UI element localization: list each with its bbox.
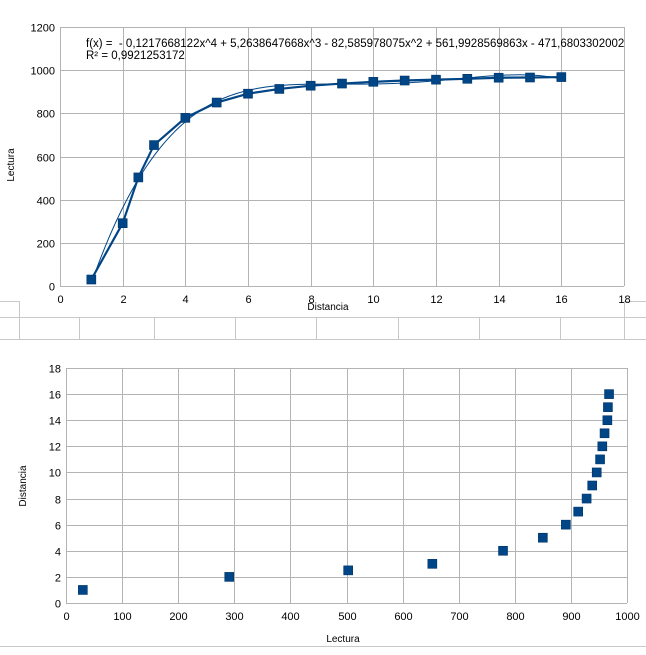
chart1-data-point xyxy=(180,113,191,123)
chart2-data-point xyxy=(78,585,88,595)
chart2-data-point xyxy=(498,545,508,556)
chart1-x-tick-label: 16 xyxy=(555,294,567,306)
chart1-x-tick-label: 10 xyxy=(367,294,379,306)
chart1-trendline-r2: R² = 0,9921253172 xyxy=(86,50,185,62)
chart2-data-point xyxy=(597,441,608,452)
chart1-y-tick-label: 1200 xyxy=(31,23,55,35)
chart2-data-point xyxy=(224,572,235,582)
chart2-data-point xyxy=(603,402,613,412)
chart1-trendline-equation: f(x) = - 0,1217668122x^4 + 5,2638647668x… xyxy=(86,38,624,50)
chart2-y-tick-label: 18 xyxy=(49,364,61,376)
chart2-data-point xyxy=(587,480,598,491)
chart2-data-point xyxy=(561,519,571,530)
chart1-x-tick-label: 14 xyxy=(493,294,505,306)
chart2-data-point xyxy=(591,467,602,478)
cell-gridlines xyxy=(0,301,646,647)
chart2-x-tick-label: 400 xyxy=(281,611,299,623)
chart1-y-tick-label: 200 xyxy=(37,239,55,251)
chart1-x-tick-label: 2 xyxy=(120,294,126,306)
chart1-data-point xyxy=(274,84,285,94)
chart2-x-tick-label: 100 xyxy=(113,611,131,623)
chart2-data-point xyxy=(573,506,583,517)
chart2-data-point xyxy=(581,493,592,504)
chart1-x-tick-label: 8 xyxy=(308,294,314,306)
chart2-y-tick-label: 16 xyxy=(49,390,61,402)
chart1-y-tick-label: 1000 xyxy=(31,66,55,78)
chart2-y-tick-label: 2 xyxy=(55,573,61,585)
chart1-y-axis-label: Lectura xyxy=(6,148,17,182)
chart1-data-point xyxy=(462,74,473,84)
chart1-data-point xyxy=(493,72,504,83)
chart1-data-point xyxy=(525,72,535,83)
chart-distancia-vs-lectura: 0 2 4 6 8 10 12 14 16 18 0 100 200 300 400 500 600 700 800… xyxy=(18,364,640,646)
chart1-data-point xyxy=(337,78,347,89)
chart1-data-point xyxy=(431,74,441,85)
chart2-y-tick-label: 8 xyxy=(55,495,61,507)
chart1-data-point xyxy=(86,274,97,285)
chart1-series-line xyxy=(90,75,562,281)
chart2-x-tick-label: 900 xyxy=(562,611,580,623)
chart2-data-point xyxy=(604,389,614,399)
chart2-x-tick-label: 0 xyxy=(63,611,69,623)
chart2-y-tick-label: 14 xyxy=(49,416,61,428)
chart2-data-point xyxy=(343,565,353,576)
chart2-y-tick-label: 6 xyxy=(55,521,61,533)
chart2-y-tick-label: 10 xyxy=(49,468,61,480)
chart1-data-point xyxy=(117,218,128,228)
chart2-y-axis-label: Distancia xyxy=(18,465,29,507)
chart1-y-tick-label: 800 xyxy=(37,109,55,121)
chart2-x-tick-label: 500 xyxy=(338,611,356,623)
chart2-data-points xyxy=(78,389,614,595)
chart1-tick-labels: 0 200 400 600 800 1000 1200 0 2 4 6 8 10 12 14 16 18 xyxy=(31,23,631,307)
chart2-data-point xyxy=(602,415,613,426)
chart1-gridlines xyxy=(60,27,625,287)
chart1-polynomial-trendline xyxy=(90,74,562,284)
chart2-x-tick-label: 1000 xyxy=(615,611,639,623)
chart1-x-tick-label: 18 xyxy=(618,294,630,306)
chart1-data-point xyxy=(556,72,567,82)
chart1-data-point xyxy=(305,80,316,91)
chart1-y-tick-label: 0 xyxy=(49,282,55,294)
chart1-x-tick-label: 12 xyxy=(430,294,442,306)
chart2-data-point xyxy=(427,559,438,569)
chart2-x-tick-label: 200 xyxy=(169,611,187,623)
chart2-y-tick-label: 12 xyxy=(49,442,61,454)
chart2-x-axis-label: Lectura xyxy=(326,634,360,645)
chart1-y-tick-label: 600 xyxy=(37,153,55,165)
chart2-x-tick-label: 600 xyxy=(394,611,412,623)
chart1-x-tick-label: 0 xyxy=(57,294,63,306)
chart1-data-points xyxy=(86,72,567,285)
chart1-x-tick-label: 6 xyxy=(245,294,251,306)
chart1-data-point xyxy=(368,77,379,87)
chart2-data-point xyxy=(599,428,610,439)
chart2-y-tick-label: 0 xyxy=(55,599,61,611)
chart1-data-point xyxy=(211,97,222,108)
chart1-y-tick-label: 400 xyxy=(37,196,55,208)
chart2-data-point xyxy=(595,454,605,465)
chart2-data-point xyxy=(538,532,548,543)
chart2-tick-labels: 0 2 4 6 8 10 12 14 16 18 0 100 200 300 400 500 600 700 800… xyxy=(49,364,640,624)
chart2-x-tick-label: 800 xyxy=(506,611,524,623)
chart1-data-point xyxy=(149,140,159,150)
chart2-gridlines xyxy=(66,368,628,604)
chart1-data-point xyxy=(399,75,410,86)
chart1-data-point xyxy=(243,88,253,99)
chart-lectura-vs-distancia: 0 200 400 600 800 1000 1200 0 2 4 6 8 10 12 14 16 18 f(x… xyxy=(6,23,631,314)
chart2-x-tick-label: 700 xyxy=(450,611,468,623)
chart1-data-point xyxy=(133,172,144,183)
chart1-x-axis-label: Distancia xyxy=(307,302,349,313)
chart2-y-tick-label: 4 xyxy=(55,547,61,559)
chart1-x-tick-label: 4 xyxy=(182,294,188,306)
chart2-x-tick-label: 300 xyxy=(225,611,243,623)
